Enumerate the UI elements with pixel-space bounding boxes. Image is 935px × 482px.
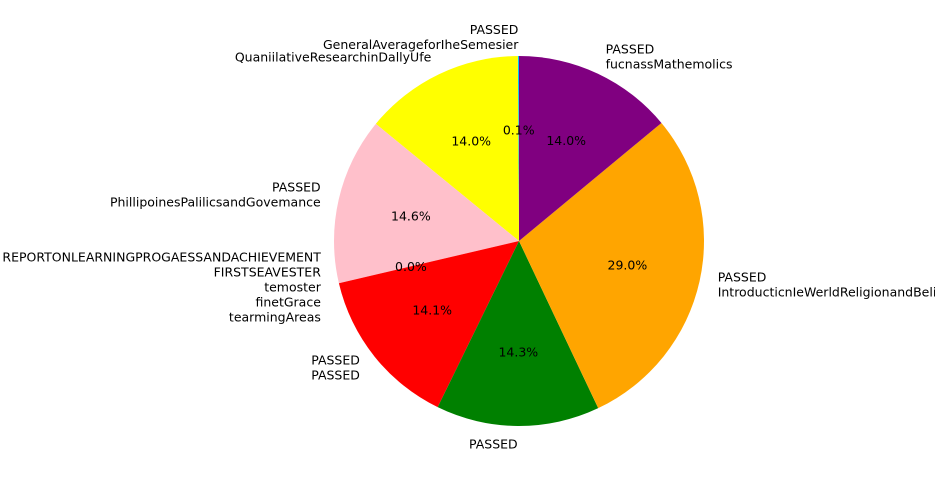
slice-percent-label: 0.0% — [395, 259, 427, 274]
pie-slice — [519, 122, 704, 409]
slice-percent-label: 14.1% — [412, 303, 452, 318]
pie-slice — [333, 123, 519, 284]
slice-percent-label: 14.3% — [498, 345, 538, 360]
pie-slice — [375, 56, 519, 241]
slice-category-label: PASSED GeneralAverageforIheSemesier — [323, 22, 519, 52]
pie-slice — [519, 56, 662, 241]
slice-category-label: PASSED IntroducticnIeWerldReligionandBeli… — [718, 270, 935, 300]
pie-slices — [333, 55, 704, 426]
slice-category-label: PASSED fucnassMathemolics — [606, 41, 733, 71]
slice-category-label: PASSED — [469, 437, 518, 452]
slice-percent-label: 14.0% — [546, 133, 586, 148]
slice-category-label: PASSED PASSED — [311, 352, 360, 382]
slice-category-label: REPORTONLEARNINGPROGAESSANDACHIEVEMENT FI… — [2, 250, 321, 325]
pie-slice — [437, 241, 599, 426]
slice-percent-label: 14.6% — [391, 209, 431, 224]
slice-category-label: QuaniilativeResearchinDallyUfe — [235, 49, 432, 64]
slice-percent-label: 14.0% — [451, 133, 491, 148]
pie-slice — [517, 55, 519, 241]
slice-percent-label: 0.1% — [503, 123, 535, 138]
slice-labels: PASSED GeneralAverageforIheSemesierQuanii… — [2, 22, 935, 452]
percent-labels: 0.1% 14.0% 14.6% 0.0% 14.1% 14.3% 29.0% 14.0% — [391, 123, 647, 360]
slice-percent-label: 29.0% — [608, 258, 648, 273]
slice-category-label: PASSED PhillipoinesPalilicsandGovemance — [110, 180, 321, 210]
pie-slice — [338, 241, 519, 408]
